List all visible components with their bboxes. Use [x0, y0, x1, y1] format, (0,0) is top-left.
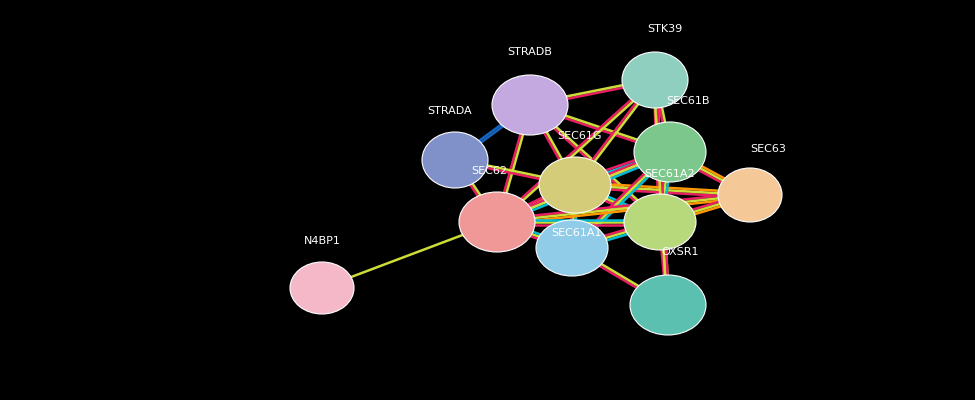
Text: OXSR1: OXSR1 [661, 247, 699, 257]
Text: N4BP1: N4BP1 [303, 236, 340, 246]
Ellipse shape [459, 192, 535, 252]
Ellipse shape [536, 220, 608, 276]
Ellipse shape [624, 194, 696, 250]
Text: SEC61A2: SEC61A2 [644, 169, 695, 179]
Text: SEC61G: SEC61G [558, 131, 603, 141]
Ellipse shape [492, 75, 568, 135]
Ellipse shape [718, 168, 782, 222]
Text: STRADB: STRADB [508, 47, 553, 57]
Text: STRADA: STRADA [428, 106, 472, 116]
Text: SEC62: SEC62 [471, 166, 507, 176]
Ellipse shape [622, 52, 688, 108]
Ellipse shape [422, 132, 488, 188]
Text: STK39: STK39 [647, 24, 682, 34]
Text: SEC61A1: SEC61A1 [552, 228, 603, 238]
Text: SEC61B: SEC61B [666, 96, 710, 106]
Ellipse shape [634, 122, 706, 182]
Ellipse shape [539, 157, 611, 213]
Text: SEC63: SEC63 [750, 144, 786, 154]
Ellipse shape [630, 275, 706, 335]
Ellipse shape [290, 262, 354, 314]
